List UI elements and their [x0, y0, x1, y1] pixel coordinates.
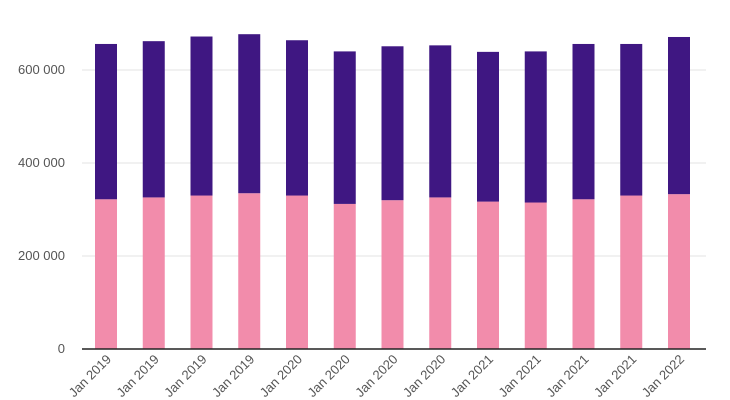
bar-segment-series-2 — [333, 51, 356, 204]
bar-segment-series-2 — [668, 36, 690, 195]
x-tick-label: Jan 2019 — [66, 352, 114, 400]
bar-segment-series-1 — [429, 197, 452, 349]
bar-segment-series-1 — [142, 197, 165, 349]
x-tick-label: Jan 2019 — [209, 352, 257, 400]
bar-segment-series-1 — [381, 200, 404, 349]
bar-segment-series-1 — [668, 194, 690, 349]
bar-series — [95, 34, 690, 349]
x-tick-label: Jan 2019 — [113, 352, 161, 400]
y-tick-label: 600 000 — [18, 62, 65, 77]
bar-segment-series-2 — [477, 51, 499, 202]
y-tick-label: 400 000 — [18, 155, 65, 170]
y-axis-tick-labels: 0 200 000 400 000 600 000 — [18, 62, 65, 356]
x-tick-label: Jan 2020 — [352, 352, 400, 400]
x-tick-label: Jan 2020 — [400, 352, 448, 400]
bar-segment-series-2 — [572, 43, 595, 200]
bar-segment-series-1 — [190, 195, 213, 349]
x-tick-label: Jan 2020 — [304, 352, 352, 400]
bar-segment-series-2 — [524, 51, 547, 203]
x-tick-label: Jan 2021 — [448, 352, 496, 400]
y-tick-label: 200 000 — [18, 248, 65, 263]
bar-segment-series-1 — [620, 195, 643, 349]
x-tick-label: Jan 2020 — [257, 352, 305, 400]
bar-segment-series-2 — [190, 36, 213, 196]
x-tick-label: Jan 2021 — [495, 352, 543, 400]
x-tick-label: Jan 2021 — [543, 352, 591, 400]
bar-segment-series-1 — [333, 203, 356, 349]
bar-segment-series-2 — [238, 34, 261, 194]
bar-segment-series-2 — [381, 46, 404, 201]
bar-segment-series-2 — [142, 41, 165, 198]
x-axis-tick-labels: Jan 2019 Jan 2019 Jan 2019 Jan 2019 Jan 2020… — [66, 352, 687, 400]
y-tick-label: 0 — [58, 341, 65, 356]
bar-segment-series-2 — [286, 40, 308, 196]
bar-segment-series-1 — [286, 195, 308, 349]
bar-segment-series-2 — [620, 43, 643, 196]
bar-segment-series-1 — [572, 199, 595, 349]
bar-segment-series-1 — [524, 202, 547, 349]
x-tick-label: Jan 2021 — [591, 352, 639, 400]
bar-segment-series-1 — [477, 201, 499, 349]
bar-segment-series-2 — [95, 43, 117, 200]
x-tick-label: Jan 2019 — [161, 352, 209, 400]
bar-segment-series-1 — [95, 199, 117, 349]
x-tick-label: Jan 2022 — [639, 352, 687, 400]
bar-segment-series-2 — [429, 45, 452, 198]
bar-segment-series-1 — [238, 193, 261, 349]
